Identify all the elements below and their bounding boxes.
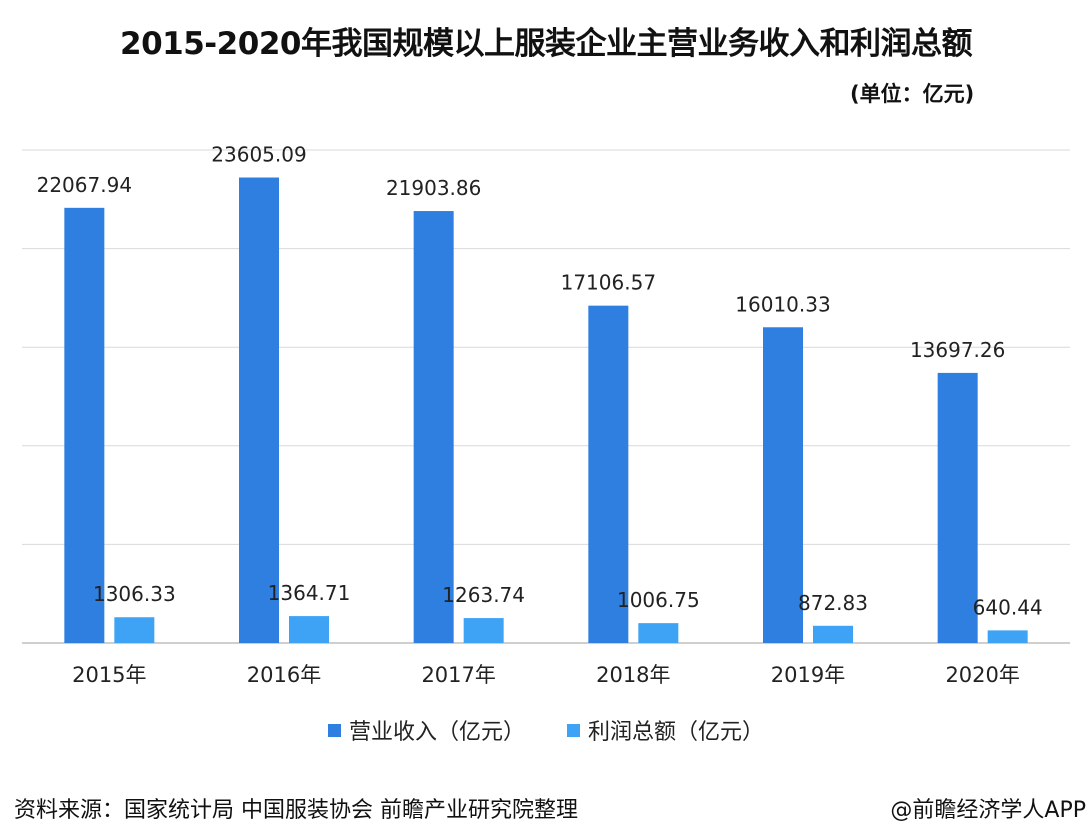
x-tick-label: 2017年 [421,663,495,687]
legend-swatch-profit [567,723,580,737]
data-label-profit: 1263.74 [442,583,525,607]
data-label-profit: 1006.75 [617,588,700,612]
x-tick-label: 2019年 [771,663,845,687]
x-tick-label: 2020年 [945,663,1019,687]
credit-watermark: @前瞻经济学人APP [890,798,1086,823]
data-label-profit: 1306.33 [93,582,176,606]
legend: 营业收入（亿元） 利润总额（亿元） [0,714,1092,746]
legend-item-profit: 利润总额（亿元） [567,714,764,746]
data-label-revenue: 21903.86 [386,176,481,200]
data-label-profit: 872.83 [798,591,868,615]
chart-title: 2015-2020年我国规模以上服装企业主营业务收入和利润总额 [120,26,972,62]
data-label-profit: 1364.71 [268,581,351,605]
data-label-revenue: 17106.57 [561,271,656,295]
legend-swatch-revenue [327,723,341,737]
bar-revenue [763,327,803,643]
data-label-revenue: 22067.94 [37,173,132,197]
data-label-revenue: 16010.33 [735,292,830,316]
bar-profit [463,618,504,643]
bar-profit [114,617,155,643]
bar-revenue [239,177,279,643]
data-label-revenue: 13697.26 [910,338,1005,362]
bar-revenue [64,207,105,643]
x-tick-label: 2016年 [247,663,321,687]
data-label-profit: 640.44 [973,595,1043,619]
legend-label-revenue: 营业收入（亿元） [348,720,525,745]
bar-revenue [413,211,454,643]
legend-label-profit: 利润总额（亿元） [588,720,765,745]
bar-profit [813,625,853,643]
bar-revenue [588,305,629,643]
bar-revenue [937,372,978,643]
bar-profit [289,616,329,643]
x-tick-label: 2018年 [596,663,670,687]
legend-item-revenue: 营业收入（亿元） [327,714,525,746]
unit-label: (单位：亿元) [850,82,975,106]
bar-profit [638,623,679,643]
data-label-revenue: 23605.09 [211,143,306,167]
source-note: 资料来源：国家统计局 中国服装协会 前瞻产业研究院整理 [14,798,578,823]
bar-profit [987,630,1028,643]
x-tick-label: 2015年 [72,663,146,687]
